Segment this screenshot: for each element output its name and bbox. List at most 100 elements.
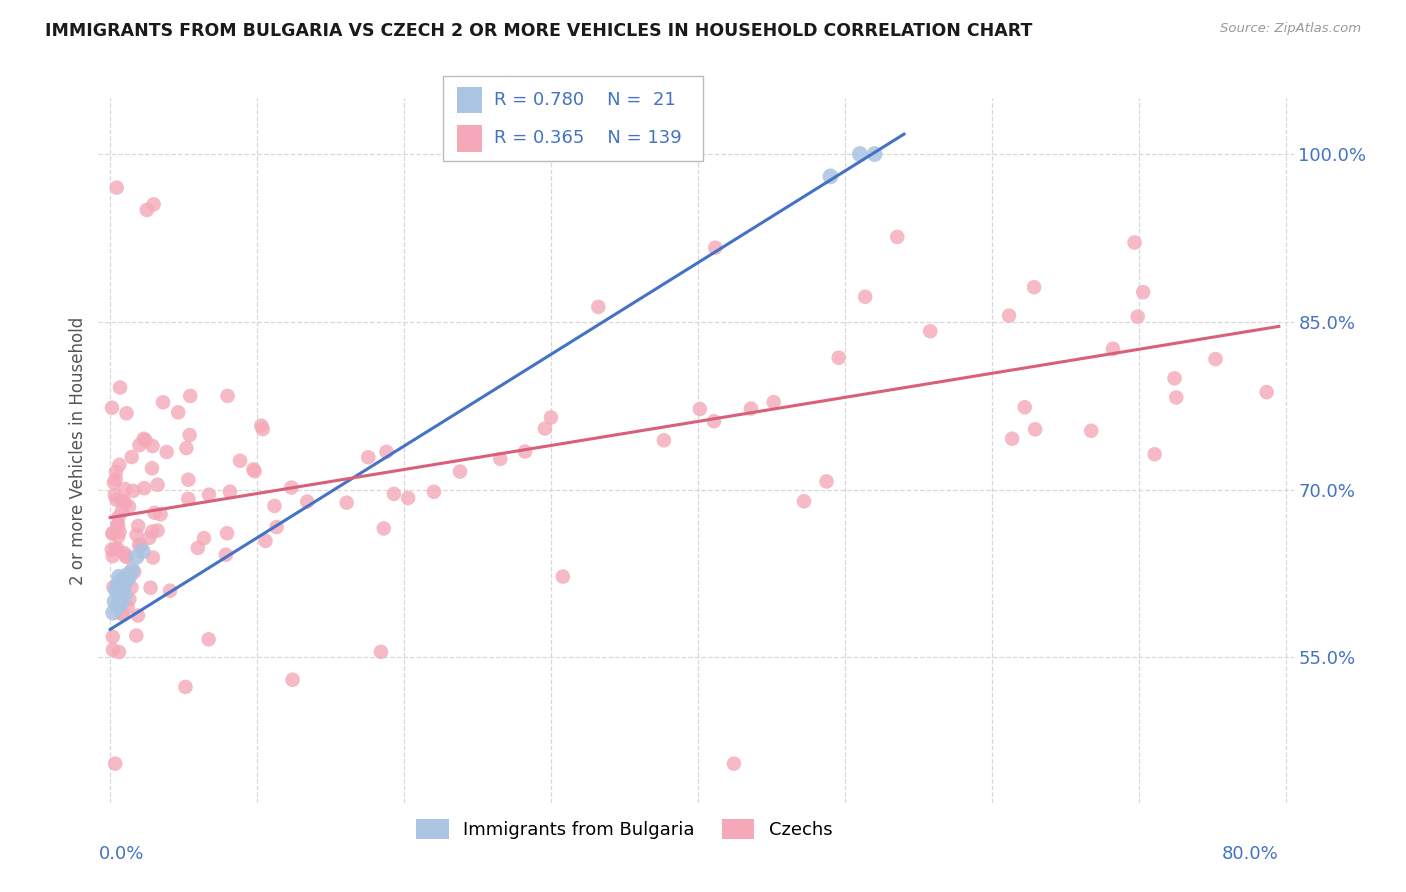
Point (112, 494, 135, 508)
Point (110, 597, 132, 611)
Point (193, 531, 215, 545)
Point (815, 475, 838, 489)
Point (723, 756, 745, 771)
Point (108, 380, 131, 394)
Point (1126, 310, 1149, 324)
Text: 80.0%: 80.0% (1222, 846, 1279, 863)
Point (128, 438, 150, 452)
Point (103, 580, 125, 594)
Text: R = 0.780    N =  21: R = 0.780 N = 21 (494, 91, 675, 109)
Point (219, 484, 242, 499)
Point (229, 454, 252, 468)
Point (104, 472, 127, 486)
Point (125, 629, 148, 643)
Point (588, 300, 610, 314)
Point (1166, 391, 1188, 405)
Point (998, 309, 1021, 323)
Point (174, 680, 197, 694)
Point (1132, 285, 1154, 300)
Point (703, 414, 725, 428)
Point (357, 450, 380, 465)
Point (215, 548, 238, 562)
Point (138, 531, 160, 545)
Point (108, 570, 131, 584)
Point (142, 439, 165, 453)
Point (370, 645, 392, 659)
Point (131, 544, 153, 558)
Point (108, 524, 131, 539)
Point (1205, 352, 1227, 367)
Point (125, 549, 148, 564)
Point (117, 567, 139, 582)
Point (920, 324, 942, 338)
Point (105, 492, 128, 507)
Point (375, 445, 398, 459)
Point (105, 583, 128, 598)
Point (101, 401, 124, 415)
Point (197, 632, 219, 647)
Point (125, 527, 148, 541)
Point (114, 482, 136, 496)
Point (107, 517, 129, 532)
Point (263, 499, 285, 513)
Point (853, 290, 876, 304)
Point (281, 673, 304, 687)
Point (177, 491, 200, 506)
Text: 0.0%: 0.0% (98, 846, 143, 863)
Point (108, 645, 131, 659)
Point (217, 389, 239, 403)
Point (1256, 385, 1278, 400)
Point (280, 481, 302, 495)
Point (689, 402, 711, 417)
Point (118, 592, 141, 607)
Point (820, 169, 842, 184)
Point (141, 524, 163, 539)
Point (146, 524, 169, 538)
Point (513, 444, 536, 458)
Point (1014, 401, 1036, 415)
Point (115, 549, 138, 564)
Point (215, 526, 238, 541)
Point (118, 500, 141, 514)
Point (112, 581, 135, 595)
Point (146, 477, 169, 491)
Point (1163, 371, 1185, 385)
Point (141, 461, 163, 475)
Point (122, 565, 145, 579)
Point (828, 351, 851, 365)
Point (142, 550, 165, 565)
Point (540, 410, 562, 425)
Point (652, 434, 675, 448)
Point (142, 197, 165, 211)
Point (115, 549, 138, 564)
Point (115, 406, 138, 420)
Point (139, 581, 162, 595)
Point (104, 756, 127, 771)
Point (177, 473, 200, 487)
Point (762, 395, 785, 409)
Point (110, 574, 132, 589)
Point (254, 533, 277, 548)
Point (187, 541, 209, 555)
Point (534, 421, 557, 435)
Point (1024, 422, 1046, 436)
Point (101, 526, 124, 541)
Point (143, 506, 166, 520)
Point (793, 494, 815, 508)
Point (111, 607, 134, 621)
Point (114, 589, 136, 603)
Point (295, 494, 318, 508)
Point (100, 542, 122, 557)
Point (149, 508, 172, 522)
Point (101, 549, 124, 563)
Point (132, 432, 155, 446)
Text: R = 0.365    N = 139: R = 0.365 N = 139 (494, 129, 682, 147)
Point (117, 599, 139, 614)
Point (250, 418, 273, 433)
Point (112, 546, 135, 560)
Point (176, 441, 198, 455)
Point (179, 428, 201, 442)
Point (101, 642, 124, 657)
Text: IMMIGRANTS FROM BULGARIA VS CZECH 2 OR MORE VEHICLES IN HOUSEHOLD CORRELATION CH: IMMIGRANTS FROM BULGARIA VS CZECH 2 OR M… (45, 22, 1032, 40)
Point (108, 458, 131, 472)
